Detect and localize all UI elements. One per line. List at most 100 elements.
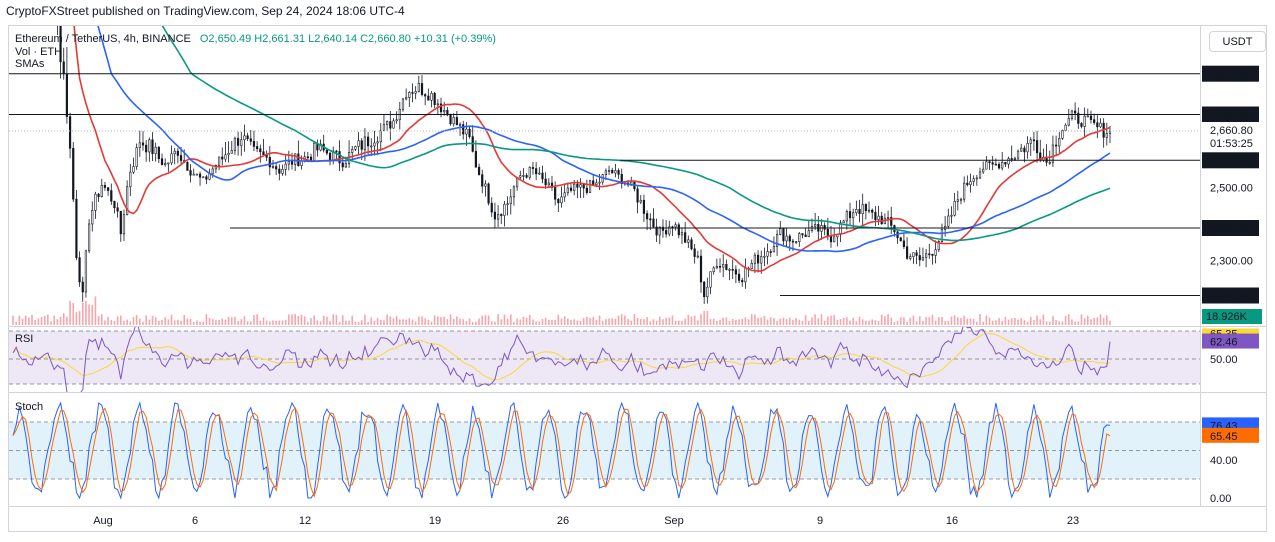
candle-body [243,135,246,141]
volume-bar [560,318,563,325]
volume-bar [151,315,154,325]
candle-body [262,151,265,156]
volume-bar [265,320,268,325]
volume-bar [446,319,449,325]
volume-bar [513,321,515,325]
candle-body [715,265,718,269]
candle-body [795,241,798,243]
candle-body [103,185,107,188]
volume-bar [148,319,151,325]
candle-body [195,173,198,176]
volume-bar [395,316,398,325]
candle-body [487,183,490,204]
candle-body [493,211,497,220]
volume-bar [896,320,899,325]
currency-button[interactable]: USDT [1209,31,1266,52]
candle-body [760,256,763,264]
volume-bar [468,318,471,325]
volume-bar [643,319,645,325]
volume-legend[interactable]: Vol · ETH [15,45,63,58]
candle-body [576,183,579,188]
time-tick-label: 16 [946,515,958,527]
volume-bar [1001,320,1004,325]
candle-body [490,202,493,213]
volume-bar [576,320,579,325]
candle-body [598,181,601,184]
volume-bar [303,316,306,325]
volume-bar [719,319,721,325]
volume-bar [494,321,496,325]
volume-bar [104,320,106,325]
stoch-pane-label[interactable]: Stoch [15,401,44,413]
candle-body [978,171,982,179]
volume-bar [903,317,905,325]
rsi-pane-label[interactable]: RSI [15,333,34,345]
volume-bar [849,320,851,325]
volume-bar [180,320,182,325]
candle-body [354,146,357,150]
candle-body [94,193,97,211]
candle-body [138,142,141,148]
candle-body [573,183,576,191]
volume-bar [345,320,347,325]
candle-body [503,203,506,216]
volume-bar [139,318,141,325]
volume-bar [944,321,946,325]
volume-bar [440,316,442,325]
volume-bar [652,319,655,325]
volume-bar [779,318,782,325]
volume-bar [170,314,173,325]
volume-bar [335,315,338,325]
candle-body [855,209,858,214]
volume-bar [808,321,810,325]
volume-bar [449,314,452,325]
candle-body [959,198,963,201]
volume-bar [405,319,407,325]
volume-bar [763,315,766,325]
sma-legend[interactable]: SMAs [15,58,45,70]
candle-body [496,214,500,220]
volume-bar [1058,321,1061,325]
volume-bar [557,314,560,325]
candle-body [785,235,788,242]
volume-bar [738,319,740,325]
volume-bar [56,319,59,325]
candle-body [366,136,370,147]
candle-body [921,257,925,261]
volume-bar [776,321,778,325]
candle-body [1067,118,1070,126]
candle-body [455,117,458,126]
candle-body [319,143,322,151]
volume-bar [573,319,575,325]
volume-bar [421,316,423,325]
volume-bar [234,316,236,325]
volume-bar [922,321,924,325]
volume-bar [481,315,484,325]
volume-bar [316,320,319,325]
candle-body [427,95,430,101]
volume-bar [154,317,157,325]
volume-bar [1077,321,1080,325]
volume-bar [354,321,357,325]
candle-body [382,123,386,132]
candle-body [462,124,465,135]
volume-bar [24,315,27,325]
candle-body [401,98,405,110]
volume-bar [243,316,246,325]
stoch-d-line [12,406,1111,498]
symbol-title[interactable]: Ethereum / TetherUS, 4h, BINANCE [15,33,191,45]
volume-bar [487,315,490,325]
volume-bar [81,302,84,325]
candle-body [826,228,829,237]
volume-bar [592,317,595,325]
volume-bar [906,321,908,325]
volume-bar [985,315,988,325]
volume-bar [500,319,503,325]
candle-body [852,212,855,219]
candle-body [452,117,455,125]
candle-body [189,170,192,176]
volume-bar [830,315,832,325]
volume-bar [75,312,78,325]
candle-body [351,148,354,153]
